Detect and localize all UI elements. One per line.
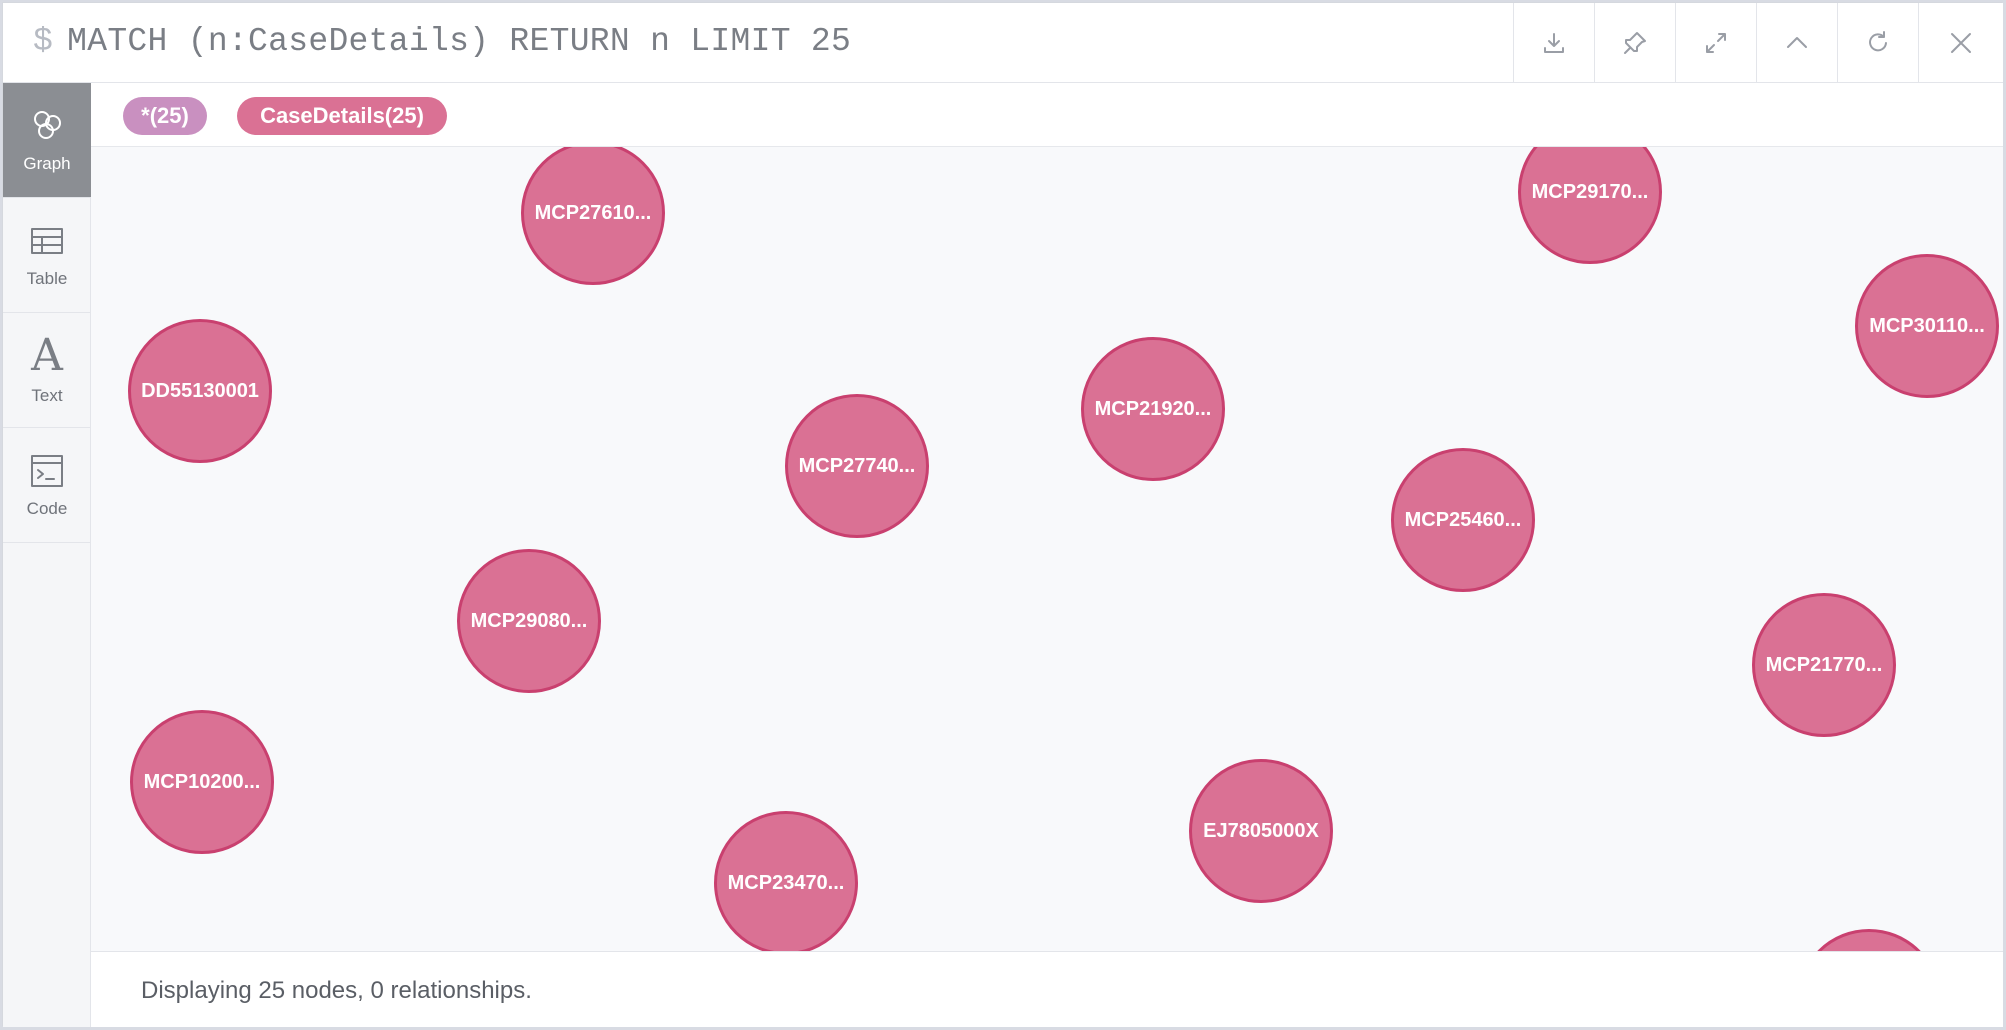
sidebar-item-table[interactable]: Table: [3, 198, 91, 313]
status-footer: Displaying 25 nodes, 0 relationships.: [91, 951, 2003, 1027]
graph-node[interactable]: MCP10200...: [130, 710, 274, 854]
view-sidebar: Graph Table A Text Code: [3, 83, 91, 1027]
node-caption: MCP25460...: [1404, 508, 1522, 531]
download-icon: [1544, 33, 1564, 53]
refresh-icon: [1869, 31, 1887, 52]
close-icon: [1951, 33, 1971, 53]
rerun-button[interactable]: [1837, 3, 1918, 83]
query-text: MATCH (n:CaseDetails) RETURN n LIMIT 25: [67, 23, 852, 60]
graph-node[interactable]: MCP23470...: [714, 811, 858, 951]
query-bar: $ MATCH (n:CaseDetails) RETURN n LIMIT 25: [3, 3, 2003, 83]
sidebar-item-code[interactable]: Code: [3, 428, 91, 543]
graph-node[interactable]: MCP27610...: [521, 147, 665, 285]
graph-node[interactable]: EJ7805000X: [1189, 759, 1333, 903]
sidebar-item-label: Code: [26, 499, 68, 518]
sidebar-item-text[interactable]: A Text: [3, 313, 91, 428]
graph-node[interactable]: [1797, 929, 1941, 951]
node-caption: MCP10200...: [143, 770, 261, 793]
node-caption: MCP29170...: [1531, 180, 1649, 203]
expand-icon: [1706, 33, 1726, 53]
node-caption: MCP21770...: [1765, 653, 1883, 676]
status-text: Displaying 25 nodes, 0 relationships.: [141, 977, 532, 1004]
chevron-up-icon: [1787, 37, 1807, 48]
graph-canvas[interactable]: MCP27610... MCP29170... MCP30110... DD55…: [91, 147, 2003, 951]
sidebar-item-label: Table: [26, 269, 68, 288]
node-caption: EJ7805000X: [1203, 819, 1319, 842]
sidebar-item-label: Text: [31, 386, 63, 405]
node-caption: MCP29080...: [470, 609, 588, 632]
download-button[interactable]: [1513, 3, 1594, 83]
table-icon: [31, 228, 63, 254]
label-bar: *(25) CaseDetails(25): [91, 83, 2003, 147]
graph-node[interactable]: MCP30110...: [1855, 254, 1999, 398]
graph-node[interactable]: MCP29080...: [457, 549, 601, 693]
node-caption: MCP30110...: [1869, 314, 1985, 337]
graph-node[interactable]: MCP27740...: [785, 394, 929, 538]
collapse-button[interactable]: [1756, 3, 1837, 83]
sidebar-item-label: Graph: [23, 154, 71, 173]
all-nodes-badge[interactable]: *(25): [123, 97, 207, 135]
graph-node[interactable]: MCP21770...: [1752, 593, 1896, 737]
code-icon: [31, 455, 63, 487]
pin-button[interactable]: [1594, 3, 1675, 83]
graph-node[interactable]: DD55130001: [128, 319, 272, 463]
sidebar-item-graph[interactable]: Graph: [3, 83, 91, 198]
node-caption: DD55130001: [141, 379, 259, 402]
graph-node[interactable]: MCP29170...: [1518, 147, 1662, 264]
node-caption: MCP27610...: [534, 201, 652, 224]
query-editor[interactable]: $ MATCH (n:CaseDetails) RETURN n LIMIT 25: [33, 23, 851, 60]
graph-node[interactable]: MCP25460...: [1391, 448, 1535, 592]
node-caption: MCP23470...: [727, 871, 845, 894]
graph-icon: [34, 111, 61, 139]
close-button[interactable]: [1918, 3, 2003, 83]
node-label-badge[interactable]: CaseDetails(25): [237, 97, 447, 135]
fullscreen-button[interactable]: [1675, 3, 1756, 83]
pin-icon: [1624, 32, 1646, 54]
text-icon: A: [31, 330, 63, 381]
prompt-symbol: $: [33, 23, 54, 60]
node-caption: MCP27740...: [798, 454, 916, 477]
graph-node[interactable]: MCP21920...: [1081, 337, 1225, 481]
node-caption: MCP21920...: [1094, 397, 1212, 420]
